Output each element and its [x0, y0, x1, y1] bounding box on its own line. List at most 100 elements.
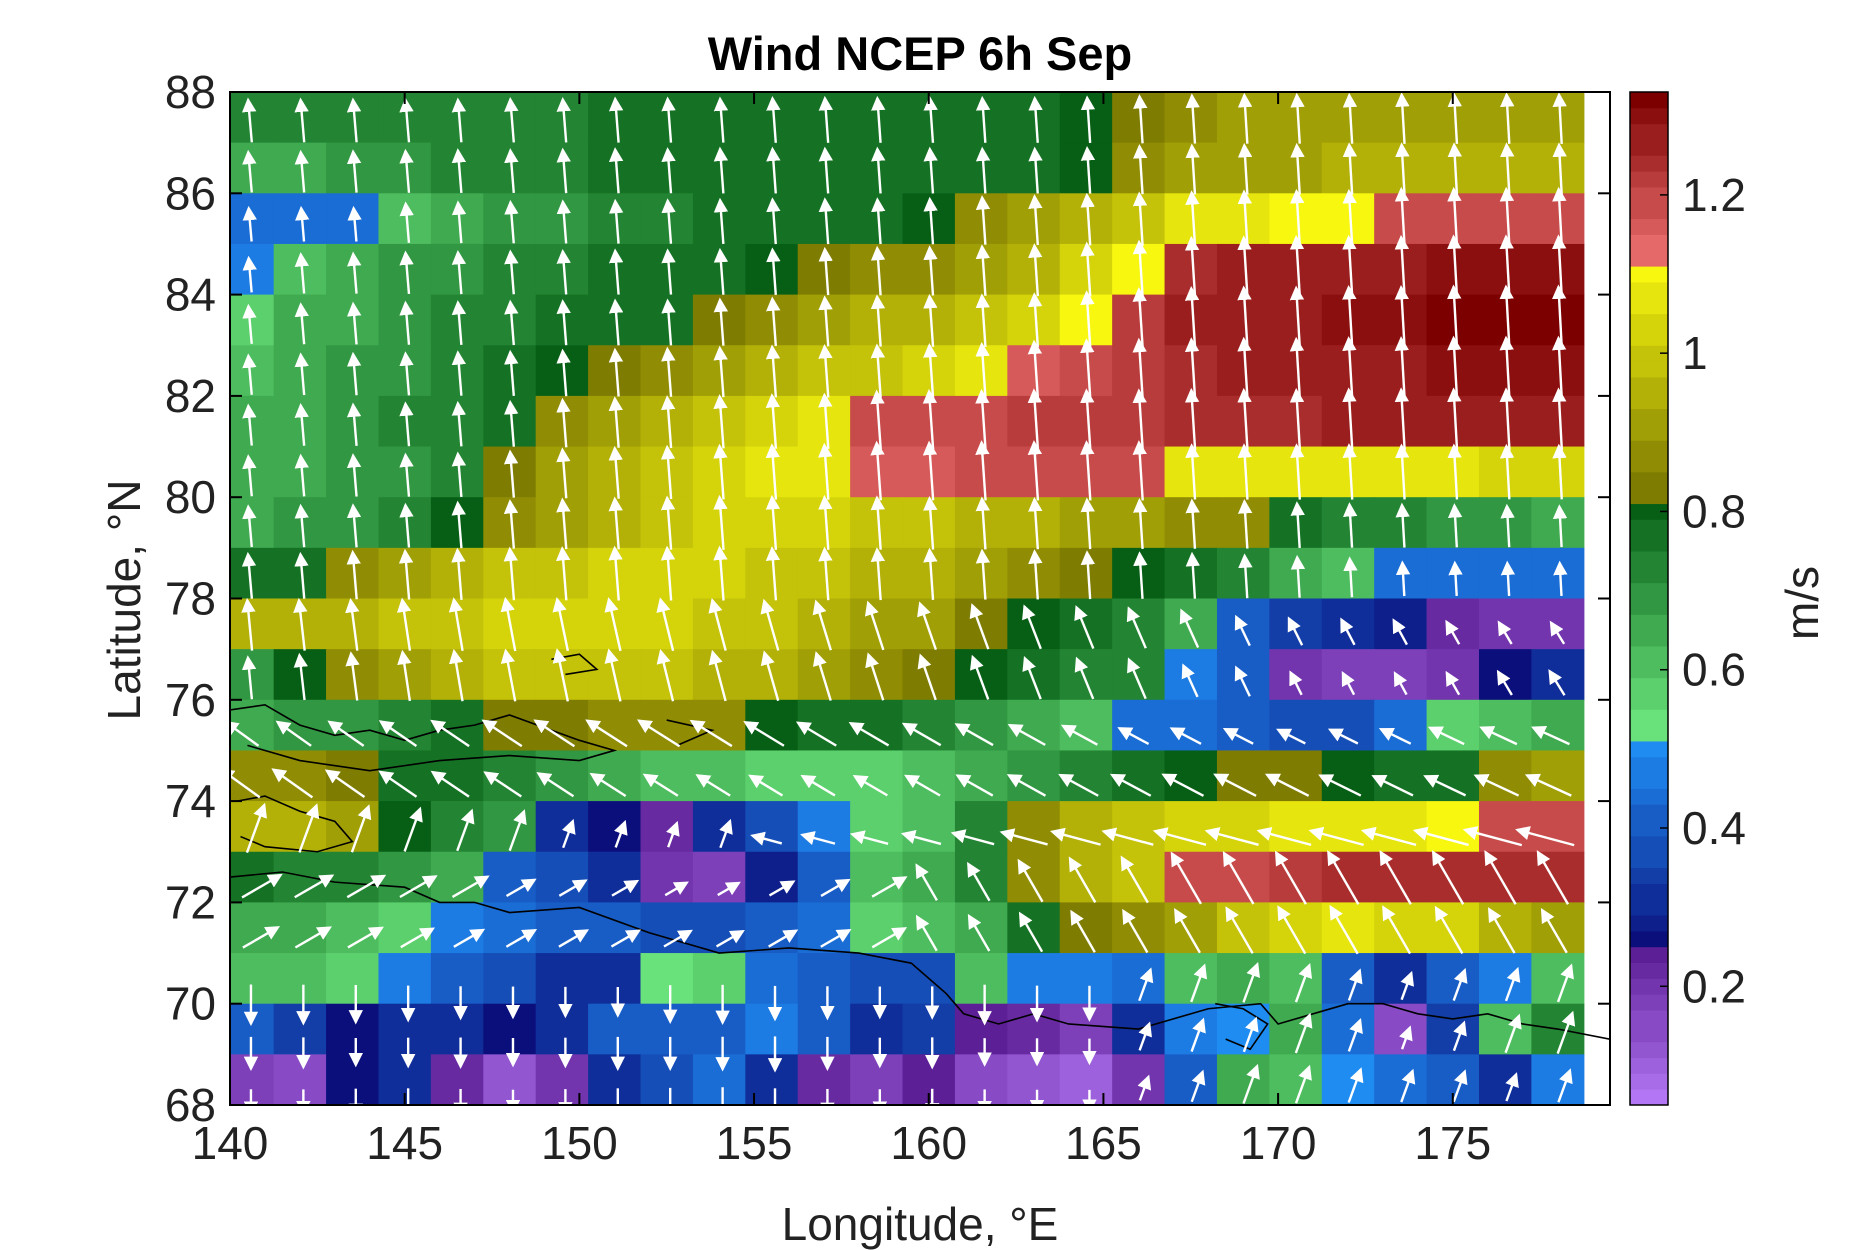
wind-arrow: [556, 299, 571, 346]
wind-arrow: [1289, 670, 1303, 696]
wind-arrow: [1122, 908, 1149, 954]
wind-arrow: [504, 399, 519, 447]
wind-arrow: [1190, 963, 1208, 1003]
heatmap-cell: [640, 801, 694, 853]
heatmap-cell: [1321, 699, 1375, 752]
heatmap-cell: [692, 953, 746, 1005]
wind-arrow: [708, 649, 727, 702]
heatmap-cell: [588, 1054, 642, 1105]
heatmap-cell: [430, 1003, 484, 1055]
heatmap-cell: [535, 801, 589, 853]
y-tick-label: 76: [165, 674, 216, 726]
wind-arrow: [295, 205, 310, 242]
heatmap-cell: [1374, 294, 1428, 346]
wind-arrow: [604, 648, 622, 702]
heatmap-cell: [902, 649, 956, 701]
wind-arrow: [556, 497, 571, 550]
heatmap-cell: [1321, 1003, 1375, 1055]
wind-arrow: [1018, 911, 1044, 953]
wind-arrow: [656, 597, 675, 652]
heatmap-cell: [1426, 649, 1480, 701]
wind-arrow: [923, 146, 938, 194]
colorbar-band: [1630, 883, 1668, 900]
wind-arrow: [1028, 243, 1043, 297]
heatmap-cell: [326, 395, 380, 448]
wind-arrow: [1127, 657, 1147, 700]
wind-arrow: [346, 149, 362, 193]
wind-arrow: [1080, 192, 1095, 246]
wind-arrow: [660, 395, 676, 449]
heatmap-cell: [1426, 395, 1480, 448]
wind-arrow: [451, 97, 467, 143]
heatmap-cell: [1531, 345, 1585, 397]
heatmap-cell: [483, 953, 537, 1005]
wind-arrow: [1190, 1017, 1206, 1052]
heatmap-cell: [378, 953, 432, 1005]
wind-arrow: [1412, 826, 1469, 847]
heatmap-cell: [954, 1054, 1008, 1105]
heatmap-cell: [797, 750, 851, 802]
heatmap-cell: [430, 193, 484, 245]
heatmap-cell: [1007, 953, 1061, 1005]
wind-arrow: [955, 774, 994, 797]
heatmap-cell: [1059, 1054, 1113, 1105]
wind-arrow: [399, 401, 414, 447]
wind-arrow: [1447, 443, 1462, 500]
heatmap-cell: [1374, 142, 1428, 194]
heatmap-cell: [273, 193, 327, 245]
heatmap-cell: [902, 902, 956, 954]
wind-arrow: [242, 926, 281, 949]
wind-arrow: [1117, 727, 1150, 745]
heatmap-cell: [797, 598, 851, 650]
heatmap-cell: [1007, 598, 1061, 650]
heatmap-cell: [1426, 142, 1480, 194]
heatmap-cell: [1112, 851, 1166, 903]
wind-arrow: [242, 205, 257, 242]
wind-arrow: [403, 806, 423, 852]
coastline-segment: [230, 704, 618, 772]
wind-arrow: [609, 198, 624, 244]
wind-arrow: [661, 248, 676, 295]
heatmap-cell: [1112, 1054, 1166, 1105]
wind-arrow: [1152, 827, 1207, 846]
wind-arrow: [820, 929, 852, 948]
heatmap-cell: [850, 801, 904, 853]
wind-arrow: [350, 804, 372, 853]
wind-arrow: [923, 95, 938, 143]
heatmap-cell: [430, 243, 484, 296]
wind-arrow: [1138, 967, 1154, 1002]
wind-arrow: [451, 249, 467, 295]
wind-arrow: [818, 442, 833, 500]
wind-arrow: [768, 880, 796, 897]
wind-arrow: [1360, 826, 1417, 847]
wind-arrow: [504, 199, 519, 244]
heatmap-cell: [1321, 801, 1375, 853]
heatmap-cell: [850, 699, 904, 752]
wind-arrow: [275, 720, 312, 747]
wind-arrow: [1294, 1064, 1312, 1104]
colorbar-band: [1630, 1089, 1668, 1106]
wind-arrow: [1347, 968, 1363, 1001]
wind-arrow: [818, 295, 833, 347]
wind-arrow: [760, 650, 780, 702]
wind-arrow: [1445, 670, 1461, 696]
colorbar-label: m/s: [1776, 566, 1828, 640]
heatmap-cell: [273, 142, 327, 194]
heatmap-cell: [1531, 598, 1585, 650]
wind-arrow: [556, 397, 571, 448]
wind-arrow: [1275, 850, 1307, 905]
colorbar-band: [1630, 345, 1668, 362]
colorbar-band: [1630, 551, 1668, 568]
wind-arrow: [1101, 827, 1154, 846]
colorbar-band: [1630, 392, 1668, 410]
heatmap-cell: [378, 142, 432, 194]
y-tick-label: 72: [165, 876, 216, 928]
heatmap-cell: [483, 142, 537, 194]
heatmap-cell: [483, 193, 537, 245]
x-axis-label: Longitude, °E: [782, 1198, 1059, 1250]
heatmap-cell: [535, 193, 589, 245]
x-tick-label: 140: [192, 1117, 269, 1169]
heatmap-cell: [326, 193, 380, 245]
heatmap-cell: [1059, 953, 1113, 1005]
